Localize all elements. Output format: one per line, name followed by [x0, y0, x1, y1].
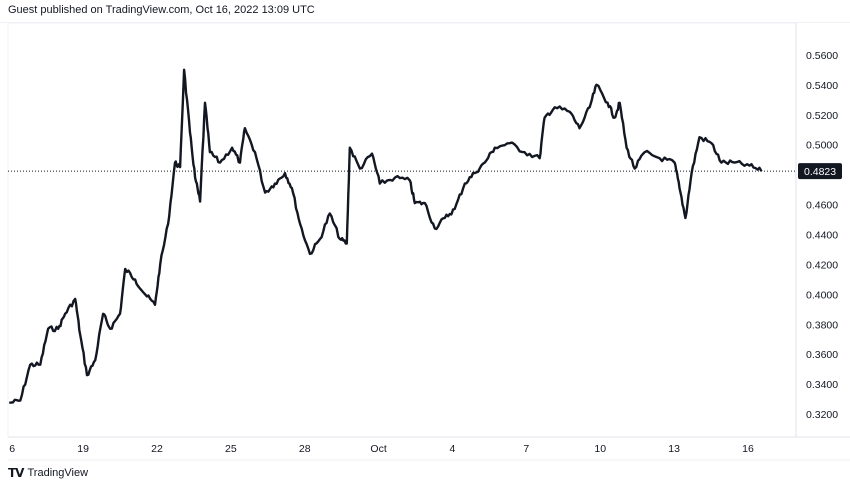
- last-price-badge: 0.4823: [798, 163, 842, 180]
- price-tick-label: 0.5000: [806, 140, 838, 152]
- price-axis[interactable]: 0.5600 0.5400 0.5200 0.5000 0.4600 0.4400 0.42…: [806, 50, 838, 421]
- price-tick-label: 0.5200: [806, 110, 838, 122]
- footer: 𝗧𝗩 TradingView: [8, 466, 88, 480]
- time-tick-label: 16: [742, 443, 754, 455]
- time-tick-label: 6: [9, 443, 15, 455]
- time-tick-label: 22: [151, 443, 163, 455]
- price-tick-label: 0.3600: [806, 349, 838, 361]
- time-tick-label: 13: [668, 443, 680, 455]
- price-line: [8, 68, 763, 405]
- time-tick-label: 19: [77, 443, 89, 455]
- price-tick-label: 0.4200: [806, 259, 838, 271]
- last-price-badge-bg: [798, 163, 842, 180]
- footer-brand[interactable]: TradingView: [27, 467, 89, 479]
- last-price-label: 0.4823: [804, 166, 836, 178]
- time-tick-label: 4: [450, 443, 456, 455]
- publish-info: Guest published on TradingView.com, Oct …: [8, 4, 315, 16]
- price-tick-label: 0.4000: [806, 289, 838, 301]
- plot-area: [7, 22, 797, 438]
- time-tick-label: 10: [594, 443, 606, 455]
- price-tick-label: 0.3200: [806, 409, 838, 421]
- time-axis[interactable]: 6 19 22 25 28 Oct 4 7 10 13 16: [9, 443, 754, 455]
- price-tick-label: 0.5600: [806, 50, 838, 62]
- price-tick-label: 0.4400: [806, 229, 838, 241]
- time-tick-label: 7: [523, 443, 529, 455]
- time-tick-label: 25: [225, 443, 237, 455]
- time-tick-label: 28: [299, 443, 311, 455]
- tradingview-logo-icon[interactable]: 𝗧𝗩: [8, 466, 25, 480]
- price-tick-label: 0.3400: [806, 379, 838, 391]
- price-tick-label: 0.4600: [806, 200, 838, 212]
- time-tick-label: Oct: [370, 443, 386, 455]
- price-tick-label: 0.5400: [806, 80, 838, 92]
- price-tick-label: 0.3800: [806, 319, 838, 331]
